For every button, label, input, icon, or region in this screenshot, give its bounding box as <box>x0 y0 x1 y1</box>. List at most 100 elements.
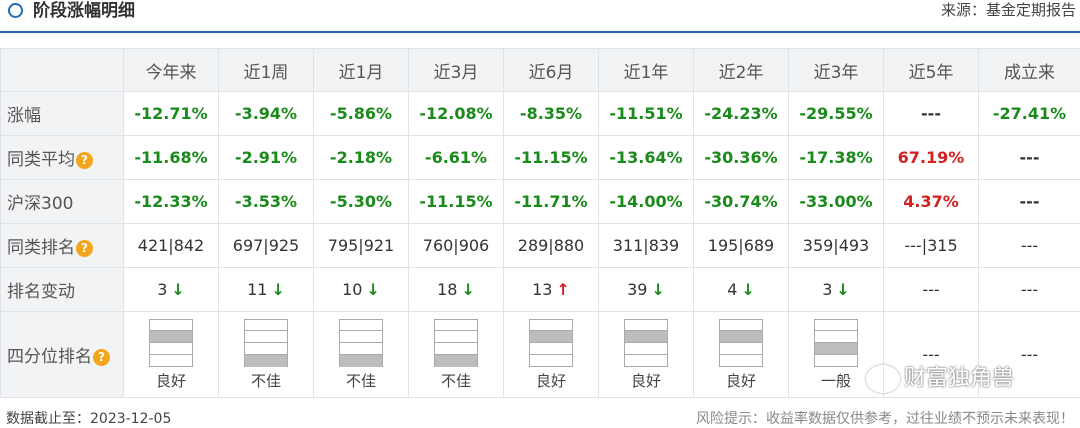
data-source: 来源：基金定期报告 <box>940 1 1076 19</box>
table-row: 排名变动 3 ↓ 11 ↓ 10 ↓ 18 ↓ 13 ↑ 39 ↓ 4 ↓ 3 ↓ --- --- <box>0 267 1080 312</box>
quartile-cell: 不佳 <box>408 311 504 398</box>
column-header: 近2年 <box>693 48 789 92</box>
rank-change-cell: 11 ↓ <box>218 267 314 312</box>
value-cell: --- <box>978 135 1080 180</box>
value-cell: -6.61% <box>408 135 504 180</box>
help-icon[interactable]: ? <box>93 349 110 366</box>
arrow-down-icon: ↓ <box>171 280 185 299</box>
quartile-cell: 不佳 <box>218 311 314 398</box>
rank-cell: 697|925 <box>218 223 314 268</box>
column-header: 近3年 <box>788 48 884 92</box>
column-header: 近1月 <box>313 48 409 92</box>
value-cell: -11.15% <box>503 135 599 180</box>
row-label: 沪深300 <box>0 179 124 224</box>
quartile-indicator <box>624 318 668 367</box>
quartile-cell: 良好 <box>123 311 219 398</box>
rank-change-cell: --- <box>978 267 1080 312</box>
value-cell: -3.53% <box>218 179 314 224</box>
rank-cell: 289|880 <box>503 223 599 268</box>
section-title: 阶段涨幅明细 <box>33 1 135 21</box>
circle-icon <box>8 3 23 18</box>
column-header: 近1年 <box>598 48 694 92</box>
quartile-indicator <box>434 318 478 367</box>
value-cell: -2.18% <box>313 135 409 180</box>
help-icon[interactable]: ? <box>76 152 93 169</box>
value-cell: --- <box>883 91 979 136</box>
rank-change-cell: 4 ↓ <box>693 267 789 312</box>
performance-table: 今年来 近1周 近1月 近3月 近6月 近1年 近2年 近3年 近5年 成立来 涨幅 -12.71%… <box>0 48 1080 398</box>
table-row: 四分位排名? 良好 不佳 不佳 不佳 良好 良好 良好 一般 --- --- <box>0 311 1080 398</box>
row-label: 四分位排名? <box>0 311 124 398</box>
header-divider <box>0 31 1080 33</box>
table-row: 同类平均? -11.68% -2.91% -2.18% -6.61% -11.15% -13… <box>0 135 1080 180</box>
quartile-empty-cell: --- <box>978 311 1080 398</box>
section-header: 阶段涨幅明细 来源：基金定期报告 <box>0 0 1080 34</box>
value-cell: -33.00% <box>788 179 884 224</box>
rank-cell: 760|906 <box>408 223 504 268</box>
corner-cell <box>0 48 124 92</box>
row-label: 同类平均? <box>0 135 124 180</box>
rank-change-cell: 3 ↓ <box>788 267 884 312</box>
value-cell: -11.71% <box>503 179 599 224</box>
rank-change-cell: 3 ↓ <box>123 267 219 312</box>
quartile-label: 良好 <box>535 371 566 390</box>
value-cell: 67.19% <box>883 135 979 180</box>
arrow-down-icon: ↓ <box>741 280 755 299</box>
column-header: 近5年 <box>883 48 979 92</box>
quartile-label: 一般 <box>820 371 851 390</box>
rank-cell: --- <box>978 223 1080 268</box>
quartile-label: 不佳 <box>250 371 281 390</box>
value-cell: -17.38% <box>788 135 884 180</box>
rank-cell: 311|839 <box>598 223 694 268</box>
value-cell: 4.37% <box>883 179 979 224</box>
risk-notice: 风险提示：收益率数据仅供参考，过往业绩不预示未来表现！ <box>696 411 1074 427</box>
quartile-label: 不佳 <box>345 371 376 390</box>
arrow-up-icon: ↑ <box>556 280 570 299</box>
row-label: 排名变动 <box>0 267 124 312</box>
value-cell: -11.51% <box>598 91 694 136</box>
arrow-down-icon: ↓ <box>836 280 850 299</box>
rank-change-cell: 18 ↓ <box>408 267 504 312</box>
quartile-label: 不佳 <box>440 371 471 390</box>
quartile-indicator <box>339 318 383 367</box>
arrow-down-icon: ↓ <box>366 280 380 299</box>
value-cell: -2.91% <box>218 135 314 180</box>
value-cell: -13.64% <box>598 135 694 180</box>
value-cell: -5.30% <box>313 179 409 224</box>
arrow-down-icon: ↓ <box>651 280 665 299</box>
rank-cell: 421|842 <box>123 223 219 268</box>
column-header: 近3月 <box>408 48 504 92</box>
quartile-cell: 良好 <box>693 311 789 398</box>
value-cell: -8.35% <box>503 91 599 136</box>
value-cell: -29.55% <box>788 91 884 136</box>
quartile-indicator <box>719 318 763 367</box>
value-cell: -5.86% <box>313 91 409 136</box>
rank-cell: 195|689 <box>693 223 789 268</box>
rank-change-cell: 10 ↓ <box>313 267 409 312</box>
table-row: 同类排名? 421|842 697|925 795|921 760|906 289|880… <box>0 223 1080 268</box>
quartile-indicator <box>149 318 193 367</box>
quartile-indicator <box>529 318 573 367</box>
quartile-label: 良好 <box>630 371 661 390</box>
row-label: 涨幅 <box>0 91 124 136</box>
column-header: 近6月 <box>503 48 599 92</box>
table-row: 沪深300 -12.33% -3.53% -5.30% -11.15% -11.71% -1… <box>0 179 1080 224</box>
rank-change-cell: 13 ↑ <box>503 267 599 312</box>
quartile-indicator <box>244 318 288 367</box>
value-cell: -14.00% <box>598 179 694 224</box>
value-cell: -30.36% <box>693 135 789 180</box>
value-cell: -24.23% <box>693 91 789 136</box>
help-icon[interactable]: ? <box>76 240 93 257</box>
quartile-indicator <box>814 318 858 367</box>
rank-cell: 795|921 <box>313 223 409 268</box>
arrow-down-icon: ↓ <box>461 280 475 299</box>
quartile-label: 良好 <box>725 371 756 390</box>
header-row: 今年来 近1周 近1月 近3月 近6月 近1年 近2年 近3年 近5年 成立来 <box>0 48 1080 92</box>
value-cell: -3.94% <box>218 91 314 136</box>
table-row: 涨幅 -12.71% -3.94% -5.86% -12.08% -8.35% -11.51… <box>0 91 1080 136</box>
column-header: 今年来 <box>123 48 219 92</box>
value-cell: -12.33% <box>123 179 219 224</box>
watermark: 财富独角兽 <box>866 360 1014 393</box>
data-date: 数据截止至：2023-12-05 <box>6 411 172 427</box>
value-cell: --- <box>978 179 1080 224</box>
